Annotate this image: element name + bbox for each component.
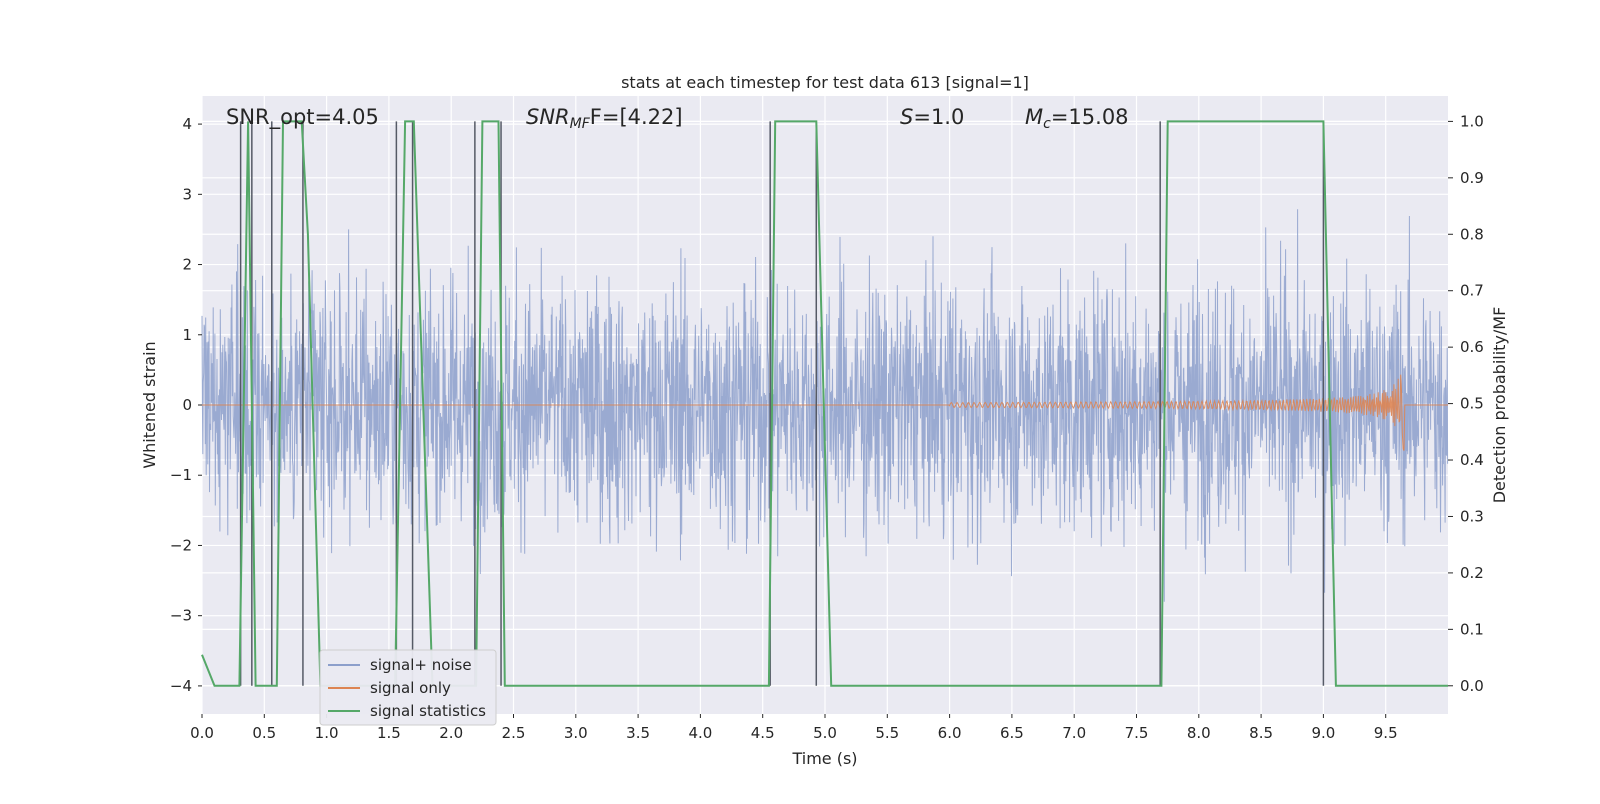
y-right-axis-label: Detection probability/MF <box>1490 307 1509 504</box>
y-right-tick-labels: 1.0 0.9 0.8 0.7 0.6 0.5 0.4 0.3 0.2 0.1 0.0 <box>1448 112 1484 695</box>
y-left-tick-label: 1 <box>182 326 192 344</box>
y-left-tick-label: −3 <box>170 607 192 625</box>
x-tick-label: 5.0 <box>813 724 837 742</box>
x-tick-label: 3.5 <box>626 724 650 742</box>
x-tick-label: 0.5 <box>252 724 276 742</box>
y-left-tick-label: 4 <box>182 115 192 133</box>
y-right-tick-label: 0.0 <box>1460 677 1484 695</box>
x-tick-label: 6.0 <box>938 724 962 742</box>
x-tick-labels: 0.0 0.5 1.0 1.5 2.0 2.5 3.0 3.5 4.0 4.5 5.0 5.5 6.0 6… <box>190 714 1398 742</box>
x-tick-label: 0.0 <box>190 724 214 742</box>
y-left-tick-label: 2 <box>182 256 192 274</box>
x-tick-label: 3.0 <box>564 724 588 742</box>
x-tick-label: 7.0 <box>1062 724 1086 742</box>
legend-label-signal: signal only <box>370 679 451 697</box>
legend-box <box>319 649 497 726</box>
y-left-tick-label: 0 <box>182 396 192 414</box>
x-tick-label: 8.5 <box>1249 724 1273 742</box>
x-tick-label: 4.0 <box>688 724 712 742</box>
x-tick-label: 6.5 <box>1000 724 1024 742</box>
annotation-snr-opt: SNR_opt=4.05 <box>226 105 379 130</box>
chart-title: stats at each timestep for test data 613… <box>621 73 1029 92</box>
y-right-tick-label: 0.5 <box>1460 395 1484 413</box>
x-tick-label: 2.5 <box>502 724 526 742</box>
signal-line <box>202 374 1448 451</box>
annotation-mc: Mc=15.08 <box>1025 105 1129 132</box>
x-tick-label: 5.5 <box>875 724 899 742</box>
series-signal-only <box>202 374 1448 451</box>
y-right-tick-label: 0.7 <box>1460 282 1484 300</box>
y-right-tick-label: 0.9 <box>1460 169 1484 187</box>
stats-line <box>201 120 1448 687</box>
y-left-tick-label: 3 <box>182 185 192 203</box>
legend: signal+ noise signal only signal statist… <box>319 649 497 726</box>
y-right-tick-label: 1.0 <box>1460 112 1484 130</box>
y-left-tick-label: −4 <box>170 677 192 695</box>
y-left-tick-labels: 4 3 2 1 0 −1 −2 −3 −4 <box>170 115 202 695</box>
y-right-tick-label: 0.3 <box>1460 507 1484 525</box>
y-right-tick-label: 0.1 <box>1460 620 1484 638</box>
x-tick-label: 4.5 <box>751 724 775 742</box>
x-tick-label: 1.5 <box>377 724 401 742</box>
x-axis-label: Time (s) <box>791 749 857 768</box>
y-right-tick-label: 0.4 <box>1460 451 1484 469</box>
x-tick-label: 9.5 <box>1374 724 1398 742</box>
x-tick-label: 8.0 <box>1187 724 1211 742</box>
annotation-snr-mf: SNRMFF=[4.22] <box>526 105 683 132</box>
legend-label-noise: signal+ noise <box>370 656 472 674</box>
legend-label-stats: signal statistics <box>370 702 486 720</box>
y-left-tick-label: −1 <box>170 466 192 484</box>
y-right-tick-label: 0.2 <box>1460 564 1484 582</box>
x-tick-label: 7.5 <box>1125 724 1149 742</box>
x-tick-label: 9.0 <box>1311 724 1335 742</box>
y-right-tick-label: 0.8 <box>1460 225 1484 243</box>
annotation-s: S=1.0 <box>900 105 964 129</box>
series-signal-statistics <box>201 120 1448 687</box>
y-left-axis-label: Whitened strain <box>140 341 159 468</box>
x-tick-label: 1.0 <box>315 724 339 742</box>
y-right-tick-label: 0.6 <box>1460 338 1484 356</box>
y-left-tick-label: −2 <box>170 536 192 554</box>
x-tick-label: 2.0 <box>439 724 463 742</box>
